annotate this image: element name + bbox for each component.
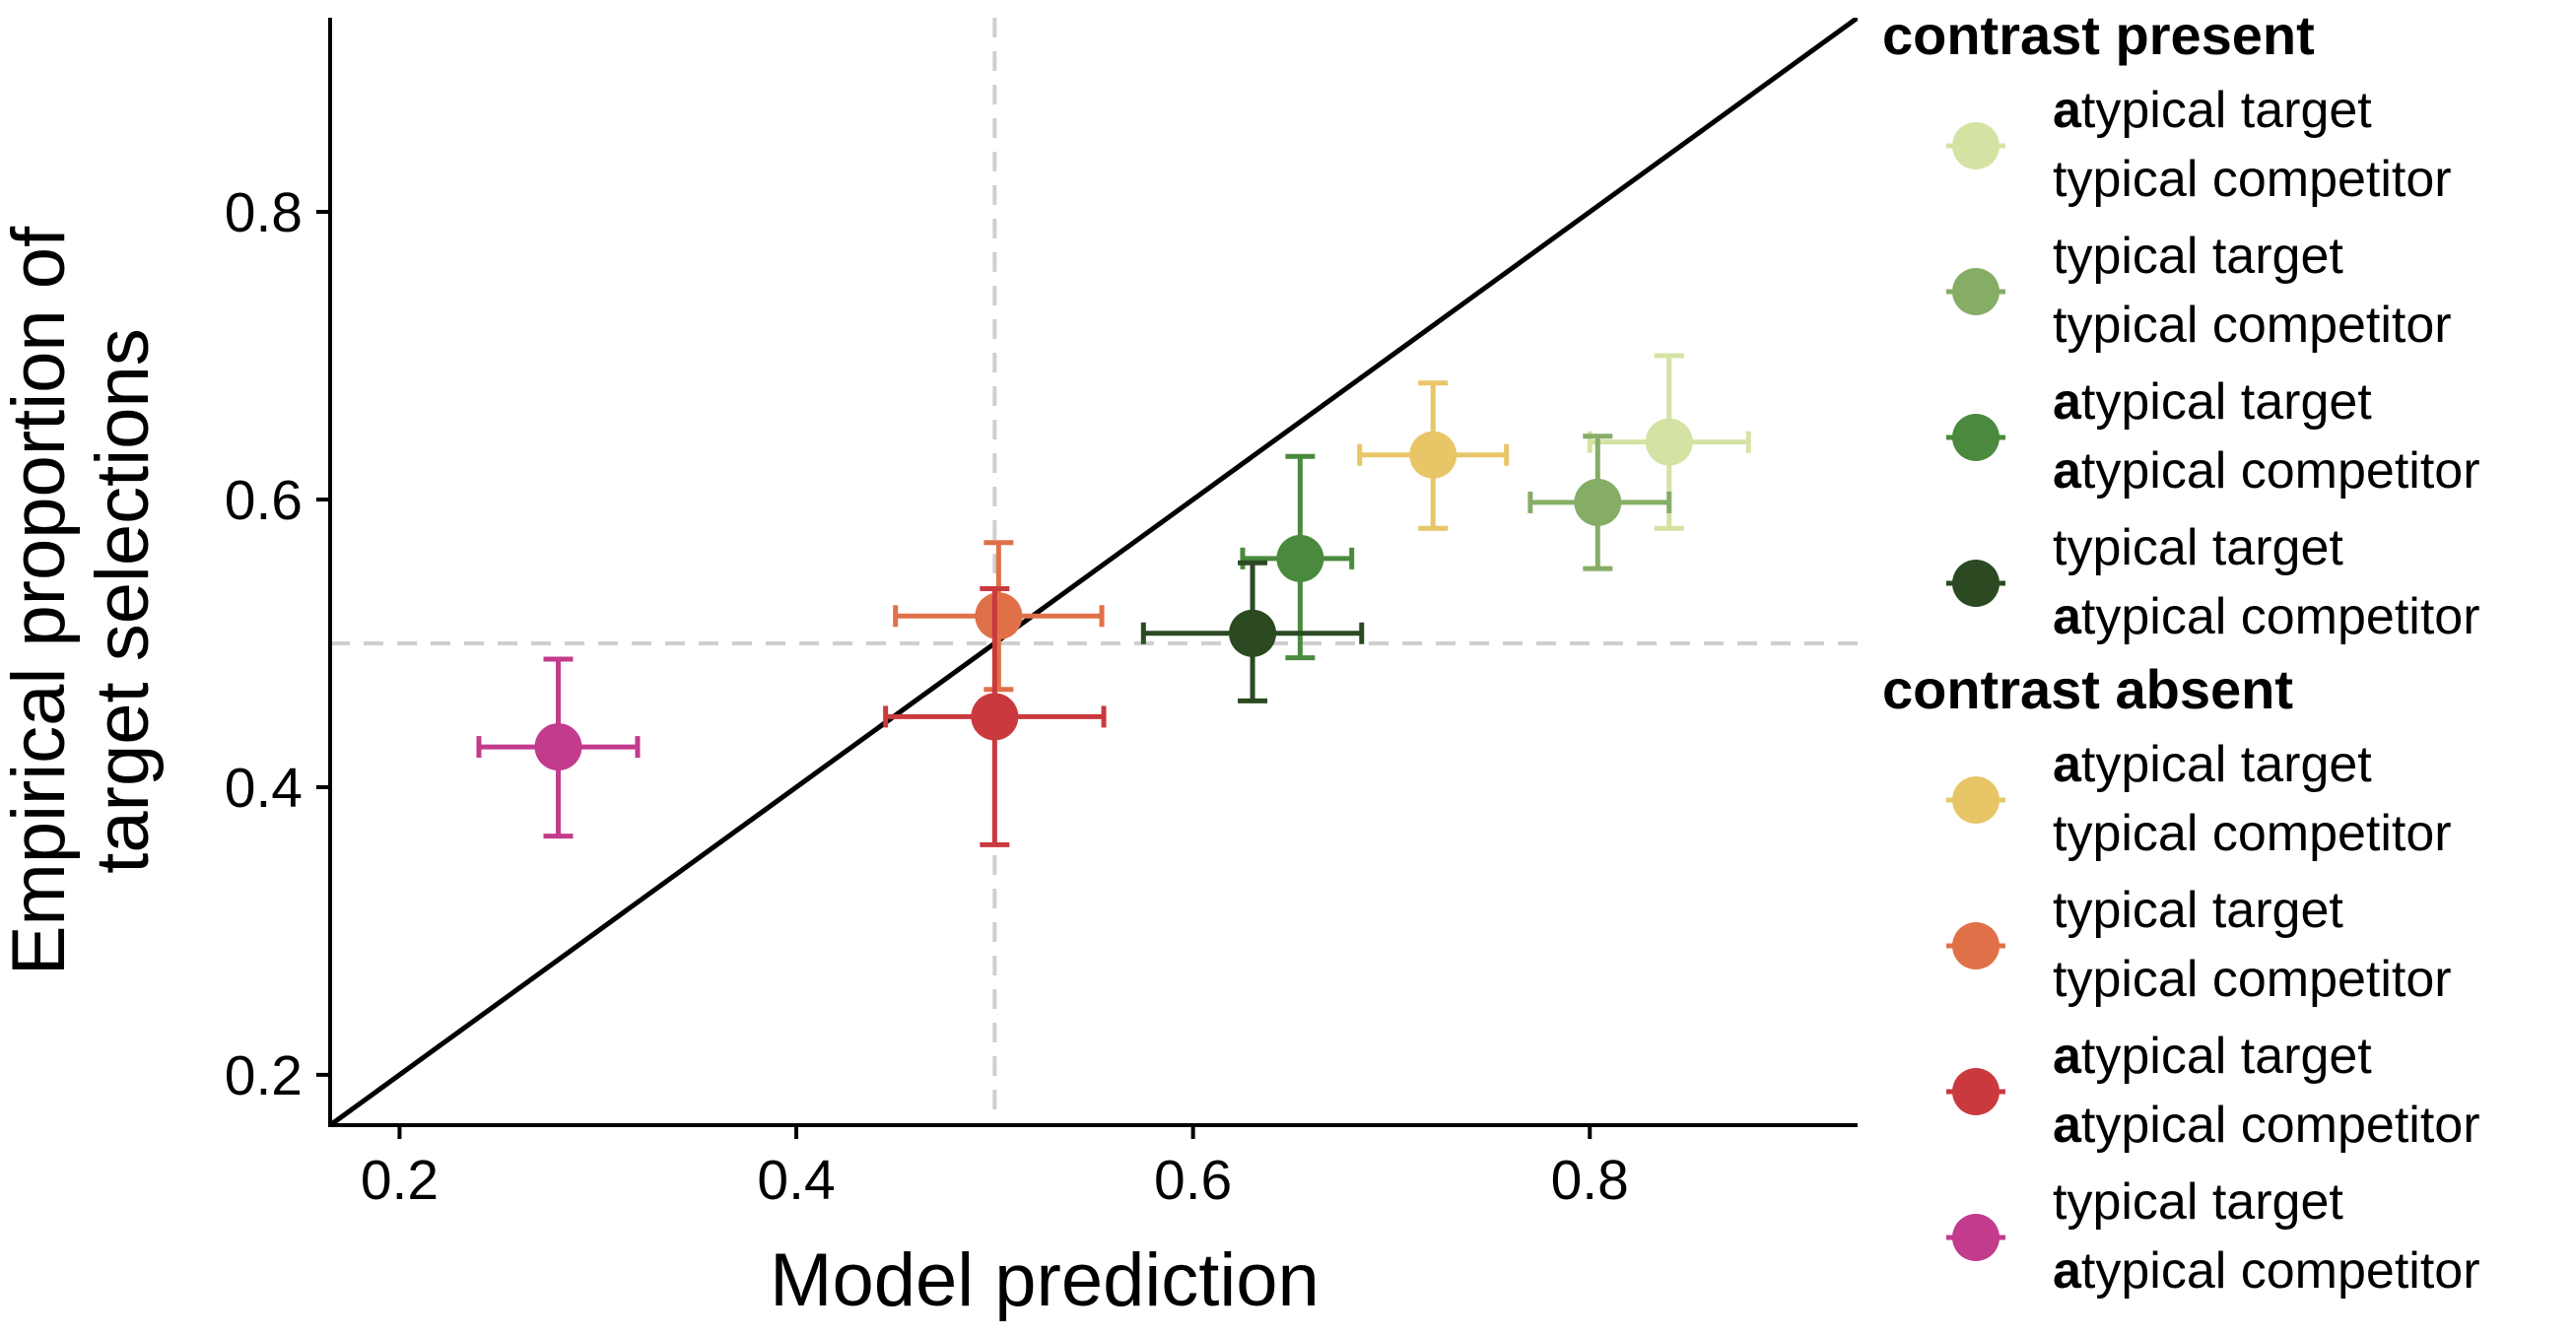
plot-area — [330, 18, 1858, 1125]
legend-label-text: typical competitor — [2081, 1242, 2480, 1300]
data-point — [1229, 609, 1277, 657]
data-point — [534, 723, 582, 771]
x-axis-title: Model prediction — [770, 1238, 1320, 1322]
legend-marker — [1952, 1214, 2000, 1261]
legend-label-line: atypical target — [2053, 373, 2372, 431]
x-tick-label: 0.8 — [1551, 1149, 1629, 1212]
data-point — [1409, 431, 1457, 479]
legend-label-line: typical competitor — [2053, 297, 2452, 354]
point-group-1-2 — [883, 586, 1107, 847]
legend-group-title: contrast absent — [1882, 658, 2293, 720]
legend-label-line: typical target — [2053, 882, 2343, 939]
legend-label-text: typical target — [2081, 736, 2372, 793]
legend-label-text: typical competitor — [2081, 588, 2480, 645]
data-point — [1276, 534, 1324, 582]
legend-label-line: atypical competitor — [2053, 1097, 2480, 1154]
legend-marker — [1952, 776, 2000, 824]
legend-label-text: typical target — [2081, 373, 2372, 431]
legend-label-text: typical competitor — [2053, 805, 2452, 862]
legend-item: typical target atypical competitor — [1946, 1173, 2480, 1300]
legend-label-bold: a — [2053, 442, 2082, 500]
x-tick-label: 0.2 — [361, 1149, 439, 1212]
legend-label-line: typical competitor — [2053, 151, 2452, 208]
data-point — [975, 592, 1023, 640]
axes: 0.2 0.4 0.6 0.8 0.2 0.4 0.6 0.8 Model prediction… — [0, 18, 1858, 1322]
data-point — [971, 693, 1019, 741]
legend-label-text: typical target — [2053, 228, 2343, 285]
legend-label-text: typical target — [2053, 1173, 2343, 1231]
legend-label-text: typical competitor — [2081, 1097, 2480, 1154]
y-tick-label: 0.8 — [225, 181, 303, 244]
legend-marker — [1952, 560, 2000, 607]
legend-label-bold: a — [2053, 1242, 2082, 1300]
legend-label-text: typical target — [2081, 1028, 2372, 1085]
legend-label-text: typical target — [2053, 519, 2343, 576]
legend-label-bold: a — [2053, 82, 2082, 139]
legend-label-text: typical competitor — [2053, 151, 2452, 208]
y-tick-label: 0.4 — [225, 757, 303, 820]
data-point — [1645, 418, 1693, 466]
x-tick-label: 0.6 — [1154, 1149, 1232, 1212]
x-tick-label: 0.4 — [757, 1149, 835, 1212]
legend-label-bold: a — [2053, 736, 2082, 793]
legend-item: typical target typical competitor — [1946, 882, 2452, 1008]
y-tick-label: 0.2 — [225, 1044, 303, 1107]
legend-marker — [1952, 268, 2000, 315]
legend-label-line: atypical target — [2053, 736, 2372, 793]
point-group-0-3 — [1140, 560, 1365, 703]
legend-item: atypical target typical competitor — [1946, 82, 2452, 208]
legend-label-line: typical target — [2053, 228, 2343, 285]
legend-label-line: atypical target — [2053, 82, 2372, 139]
legend-label-text: typical target — [2053, 882, 2343, 939]
legend-label-bold: a — [2053, 1028, 2082, 1085]
legend-label-line: atypical target — [2053, 1028, 2372, 1085]
diagonal-identity-line — [330, 18, 1858, 1125]
point-group-1-1 — [893, 540, 1105, 693]
legend-item: typical target atypical competitor — [1946, 519, 2480, 645]
legend-label-line: typical competitor — [2053, 951, 2452, 1008]
legend-label-text: typical target — [2081, 82, 2372, 139]
point-group-1-0 — [1357, 380, 1510, 531]
legend-group-title: contrast present — [1882, 4, 2315, 66]
legend-marker — [1952, 122, 2000, 169]
legend-label-bold: a — [2053, 373, 2082, 431]
point-group-1-3 — [476, 656, 641, 839]
legend-marker — [1952, 414, 2000, 461]
legend-marker — [1952, 922, 2000, 969]
legend-label-line: typical competitor — [2053, 805, 2452, 862]
legend-label-bold: a — [2053, 588, 2082, 645]
legend-label-line: atypical competitor — [2053, 1242, 2480, 1300]
legend-marker — [1952, 1068, 2000, 1115]
legend-label-line: atypical competitor — [2053, 588, 2480, 645]
y-tick-label: 0.6 — [225, 469, 303, 532]
y-axis-title: Empirical proportion oftarget selections — [0, 226, 165, 975]
legend-label-line: typical target — [2053, 1173, 2343, 1231]
legend-label-bold: a — [2053, 1097, 2082, 1154]
y-axis-title-line: Empirical proportion of — [0, 226, 81, 975]
plot-clipped — [330, 18, 1858, 1125]
legend-label-text: typical competitor — [2081, 442, 2480, 500]
legend-item: atypical target typical competitor — [1946, 736, 2452, 862]
point-group-0-1 — [1527, 434, 1672, 571]
legend-item: typical target typical competitor — [1946, 228, 2452, 354]
point-group-0-2 — [1240, 453, 1355, 661]
legend-label-text: typical competitor — [2053, 951, 2452, 1008]
legend-label-text: typical competitor — [2053, 297, 2452, 354]
legend-label-line: typical target — [2053, 519, 2343, 576]
y-axis-title-line: target selections — [81, 328, 165, 873]
legend-label-line: atypical competitor — [2053, 442, 2480, 500]
data-point — [1574, 478, 1622, 526]
